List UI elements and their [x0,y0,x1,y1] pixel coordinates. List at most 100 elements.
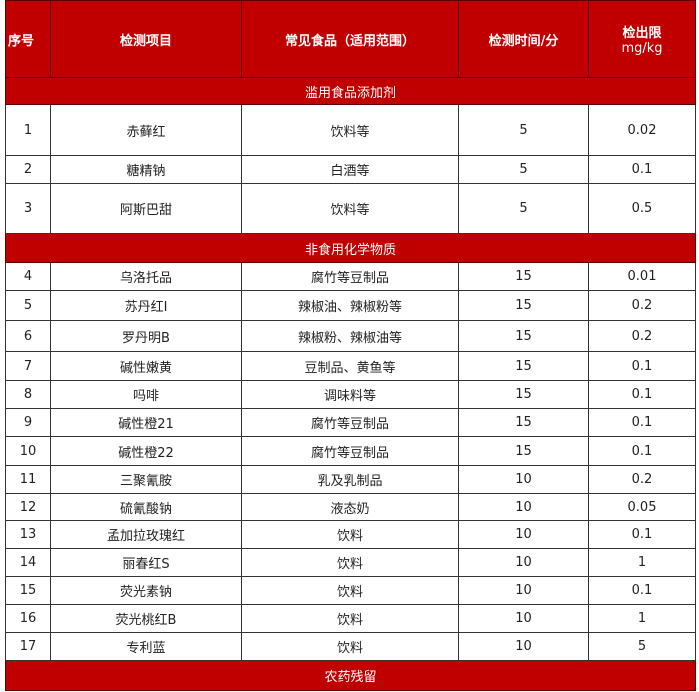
cell-item: 碱性橙22 [50,436,242,466]
cell-food: 饮料 [241,520,459,549]
cell-time: 5 [458,104,589,156]
cell-no: 12 [5,493,51,521]
cell-no: 14 [5,548,51,577]
cell-item: 碱性嫩黄 [50,351,242,381]
cell-no: 3 [5,183,51,234]
cell-item: 阿斯巴甜 [50,183,242,234]
table-row: 17 专利蓝 饮料 10 5 [5,632,696,661]
cell-limit: 0.02 [588,104,696,156]
section-row: 农药残留 [5,660,696,691]
cell-food: 腐竹等豆制品 [241,408,459,437]
cell-time: 10 [458,548,589,577]
cell-food: 白酒等 [241,155,459,184]
cell-limit: 0.1 [588,520,696,549]
table-row: 16 荧光桃红B 饮料 10 1 [5,604,696,633]
cell-time: 15 [458,290,589,321]
table-row: 12 硫氰酸钠 液态奶 10 0.05 [5,493,696,521]
cell-item: 荧光素钠 [50,576,242,605]
cell-limit: 0.1 [588,436,696,466]
header-no: 序号 [5,0,51,78]
table-row: 10 碱性橙22 腐竹等豆制品 15 0.1 [5,436,696,466]
table-row: 2 糖精钠 白酒等 5 0.1 [5,155,696,184]
cell-item: 专利蓝 [50,632,242,661]
table-row: 13 孟加拉玫瑰红 饮料 10 0.1 [5,520,696,549]
cell-time: 15 [458,320,589,352]
cell-item: 三聚氰胺 [50,465,242,494]
table-row: 1 赤藓红 饮料等 5 0.02 [5,104,696,156]
cell-food: 腐竹等豆制品 [241,436,459,466]
cell-item: 乌洛托品 [50,262,242,291]
header-limit-line2: mg/kg [621,41,663,56]
cell-time: 10 [458,576,589,605]
cell-item: 赤藓红 [50,104,242,156]
section-title: 非食用化学物质 [5,233,696,263]
cell-limit: 0.1 [588,576,696,605]
cell-limit: 0.2 [588,320,696,352]
table-row: 3 阿斯巴甜 饮料等 5 0.5 [5,183,696,234]
cell-no: 2 [5,155,51,184]
cell-food: 饮料等 [241,104,459,156]
cell-time: 10 [458,465,589,494]
cell-time: 10 [458,520,589,549]
cell-no: 13 [5,520,51,549]
cell-no: 1 [5,104,51,156]
cell-time: 15 [458,436,589,466]
cell-limit: 0.1 [588,155,696,184]
cell-time: 10 [458,632,589,661]
cell-no: 7 [5,351,51,381]
cell-food: 饮料 [241,576,459,605]
cell-item: 糖精钠 [50,155,242,184]
cell-limit: 0.5 [588,183,696,234]
cell-time: 15 [458,351,589,381]
cell-food: 饮料 [241,548,459,577]
cell-time: 15 [458,262,589,291]
cell-limit: 0.1 [588,380,696,409]
cell-item: 硫氰酸钠 [50,493,242,521]
cell-food: 液态奶 [241,493,459,521]
cell-no: 6 [5,320,51,352]
cell-food: 辣椒粉、辣椒油等 [241,320,459,352]
cell-time: 10 [458,493,589,521]
section-row: 滥用食品添加剂 [5,77,696,105]
header-item: 检测项目 [50,0,242,78]
cell-item: 吗啡 [50,380,242,409]
table-row: 6 罗丹明B 辣椒粉、辣椒油等 15 0.2 [5,320,696,352]
cell-limit: 0.1 [588,408,696,437]
cell-food: 饮料 [241,632,459,661]
cell-no: 9 [5,408,51,437]
cell-item: 罗丹明B [50,320,242,352]
cell-limit: 1 [588,604,696,633]
cell-item: 丽春红S [50,548,242,577]
cell-no: 17 [5,632,51,661]
section-title: 滥用食品添加剂 [5,77,696,105]
cell-limit: 0.05 [588,493,696,521]
header-limit: 检出限 mg/kg [588,0,696,78]
section-row: 非食用化学物质 [5,233,696,263]
detection-table: 序号 检测项目 常见食品（适用范围） 检测时间/分 检出限 mg/kg 滥用食品添… [5,0,696,691]
cell-item: 孟加拉玫瑰红 [50,520,242,549]
cell-food: 辣椒油、辣椒粉等 [241,290,459,321]
table-row: 15 荧光素钠 饮料 10 0.1 [5,576,696,605]
table-row: 7 碱性嫩黄 豆制品、黄鱼等 15 0.1 [5,351,696,381]
cell-no: 15 [5,576,51,605]
cell-limit: 0.2 [588,465,696,494]
cell-food: 腐竹等豆制品 [241,262,459,291]
cell-time: 10 [458,604,589,633]
header-time: 检测时间/分 [458,0,589,78]
cell-time: 5 [458,155,589,184]
cell-limit: 0.2 [588,290,696,321]
cell-no: 4 [5,262,51,291]
cell-item: 碱性橙21 [50,408,242,437]
cell-limit: 1 [588,548,696,577]
table-row: 11 三聚氰胺 乳及乳制品 10 0.2 [5,465,696,494]
cell-no: 11 [5,465,51,494]
cell-limit: 0.1 [588,351,696,381]
cell-limit: 0.01 [588,262,696,291]
cell-no: 16 [5,604,51,633]
section-title: 农药残留 [5,660,696,691]
header-limit-line1: 检出限 [622,26,662,41]
cell-time: 5 [458,183,589,234]
cell-food: 调味料等 [241,380,459,409]
cell-limit: 5 [588,632,696,661]
cell-time: 15 [458,380,589,409]
